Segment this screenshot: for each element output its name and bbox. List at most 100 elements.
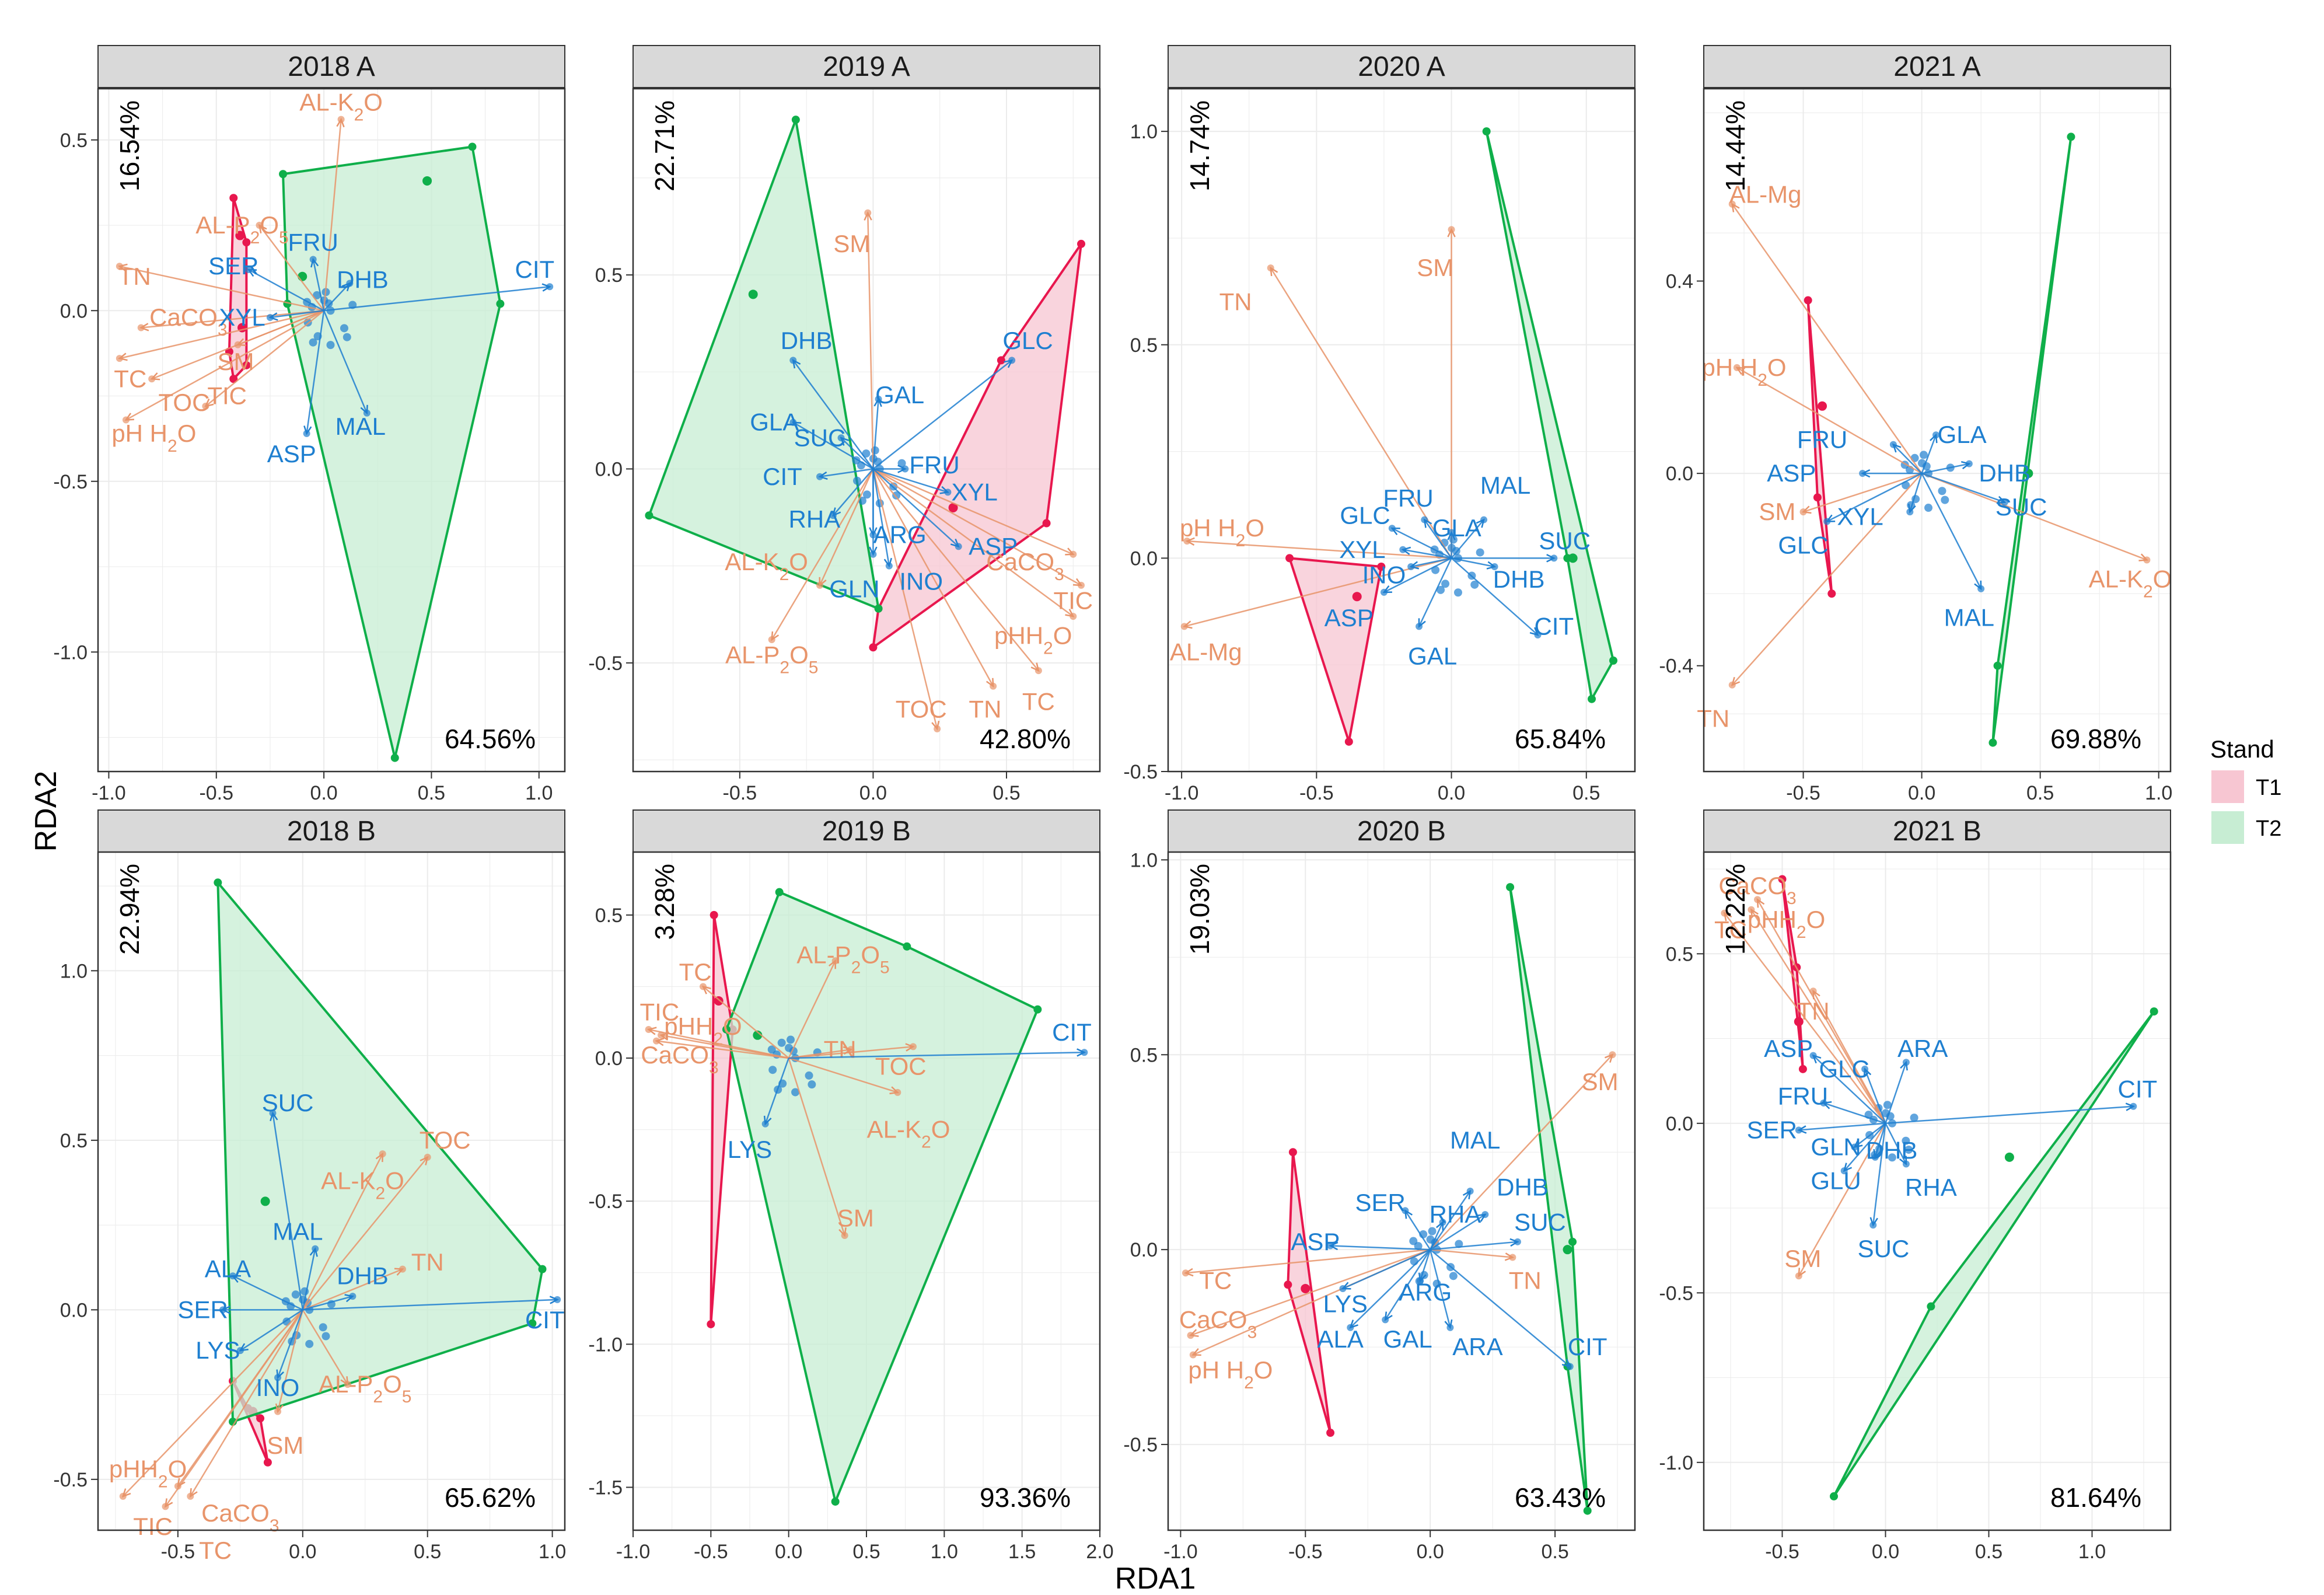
metabolite-arrow-rha — [832, 468, 874, 516]
metabolite-label-ser: SER — [208, 252, 258, 280]
metabolite-arrow-dhb — [323, 282, 351, 312]
hull-vertex-t2 — [468, 142, 477, 151]
metabolite-arrow-fru — [1892, 444, 1923, 474]
panel-border — [1703, 851, 2172, 1531]
metabolite-label-ser: SER — [1747, 1116, 1797, 1143]
x-tick-label: 1.0 — [525, 782, 553, 804]
metabolite-label-xyl: XYL — [1339, 536, 1385, 563]
site-point-t1 — [1352, 592, 1362, 602]
metabolite-label-cit: CIT — [1534, 612, 1574, 640]
metabolite-arrow-tip — [761, 1120, 769, 1128]
env-arrow-tc — [1185, 1248, 1431, 1274]
metabolite-arrow-glc — [1864, 1069, 1886, 1124]
metabolite-label-dhb: DHB — [1497, 1173, 1549, 1200]
metabolite-arrow-tip — [245, 266, 253, 274]
env-arrow-tc — [872, 468, 1039, 671]
sample-point — [805, 1071, 813, 1080]
env-arrow-tip — [202, 403, 209, 410]
metabolite-arrow-tip — [1514, 1238, 1521, 1245]
metabolite-label-suc: SUC — [1514, 1208, 1566, 1235]
metabolite-arrow-tip — [349, 1293, 357, 1300]
hull-vertex-t1 — [1285, 554, 1294, 563]
metabolite-arrow-tip — [789, 357, 797, 364]
env-arrow-tip — [1609, 1051, 1616, 1059]
site-point-t2 — [2024, 469, 2033, 479]
rda1-percent: 65.62% — [445, 1482, 536, 1513]
rda1-percent: 42.80% — [980, 724, 1071, 754]
env-label-caco3: CaCO3 — [149, 303, 227, 340]
env-label-tc: TC — [1714, 916, 1747, 944]
metabolite-arrow-tip — [1481, 1211, 1489, 1219]
metabolite-arrow-ser — [1798, 1122, 1886, 1131]
metabolite-label-suc: SUC — [1858, 1235, 1910, 1262]
rda1-percent: 64.56% — [445, 724, 536, 754]
metabolite-arrow-tip — [2001, 498, 2008, 506]
metabolite-label-rha: RHA — [1905, 1174, 1957, 1201]
metabolite-arrow-tip — [1823, 518, 1831, 525]
metabolite-arrow-tip — [1861, 1065, 1869, 1073]
metabolite-arrow-asp — [1812, 1055, 1886, 1124]
y-tick-label: -0.5 — [588, 1191, 623, 1213]
metabolite-label-cit: CIT — [525, 1306, 565, 1334]
env-label-sm: SM — [833, 230, 870, 257]
metabolite-label-cit: CIT — [763, 463, 802, 490]
metabolite-arrow-tip — [1932, 431, 1939, 439]
env-arrow-tip — [1180, 623, 1188, 630]
x-tick-label: 0.5 — [1541, 1541, 1568, 1563]
x-tick-label: -0.5 — [199, 782, 233, 804]
metabolite-label-mal: MAL — [1450, 1126, 1500, 1154]
metabolite-label-dhb: DHB — [337, 266, 389, 294]
site-point-t2 — [753, 1030, 763, 1040]
y-tick-label: -0.4 — [1659, 655, 1693, 678]
facet-strip — [632, 809, 1100, 853]
hull-t2 — [725, 891, 1039, 1503]
env-label-al-p2o5: AL-P2O5 — [796, 941, 889, 978]
metabolite-arrow-xyl — [873, 468, 948, 493]
metabolite-arrow-tip — [1339, 1285, 1347, 1292]
env-label-tc: TC — [1022, 687, 1055, 715]
env-label-caco3: CaCO3 — [201, 1499, 279, 1535]
hull-vertex-t1 — [869, 643, 878, 652]
env-arrow-tic — [205, 310, 324, 407]
hull-vertex-t2 — [1993, 661, 2002, 670]
env-arrow-tip — [399, 1265, 406, 1273]
hull-vertex-t2 — [1583, 1506, 1592, 1515]
env-arrow-tip — [1187, 1332, 1194, 1339]
site-point-t2 — [298, 271, 307, 281]
metabolite-label-fru: FRU — [288, 228, 338, 256]
metabolite-arrow-tip — [1889, 441, 1897, 448]
metabolite-arrow-cit — [1430, 1249, 1571, 1367]
env-arrow-al-p2o5 — [771, 468, 874, 640]
facet-strip — [632, 45, 1100, 88]
rda1-percent: 93.36% — [980, 1482, 1071, 1513]
env-arrow-al-p2o5 — [302, 1309, 348, 1385]
metabolite-arrow-fru — [1823, 1102, 1886, 1124]
metabolite-label-asp: ASP — [1324, 604, 1374, 631]
metabolite-arrow-tip — [1902, 1059, 1910, 1066]
sample-point — [1470, 580, 1479, 589]
metabolite-arrow-tip — [1380, 588, 1388, 596]
metabolite-arrow-tip — [1566, 1363, 1574, 1370]
facet-title: 2018 B — [287, 816, 376, 847]
sample-point — [785, 1043, 794, 1052]
hull-vertex-t1 — [1804, 296, 1812, 305]
facet-strip — [1168, 45, 1635, 88]
env-arrow-tn — [302, 1268, 403, 1311]
sample-point — [1449, 1272, 1458, 1280]
metabolite-arrow-tip — [1407, 563, 1415, 570]
x-tick-label: -0.5 — [1288, 1541, 1323, 1563]
metabolite-arrow-tip — [1965, 460, 1973, 467]
env-label-tc: TC — [679, 958, 712, 986]
metabolite-arrow-suc — [1430, 1241, 1518, 1251]
env-arrow-toc — [872, 469, 938, 730]
env-arrow-sm — [867, 212, 874, 469]
metabolite-arrow-mal — [1921, 473, 1982, 589]
metabolite-arrow-tip — [1480, 516, 1488, 523]
metabolite-label-asp: ASP — [1767, 459, 1816, 487]
metabolite-label-cit: CIT — [2118, 1076, 2158, 1103]
x-tick-label: 2.0 — [1086, 1541, 1113, 1563]
metabolite-label-dhb: DHB — [1866, 1136, 1918, 1164]
sample-point — [791, 1088, 800, 1097]
metabolite-arrow-mal — [1451, 519, 1484, 559]
